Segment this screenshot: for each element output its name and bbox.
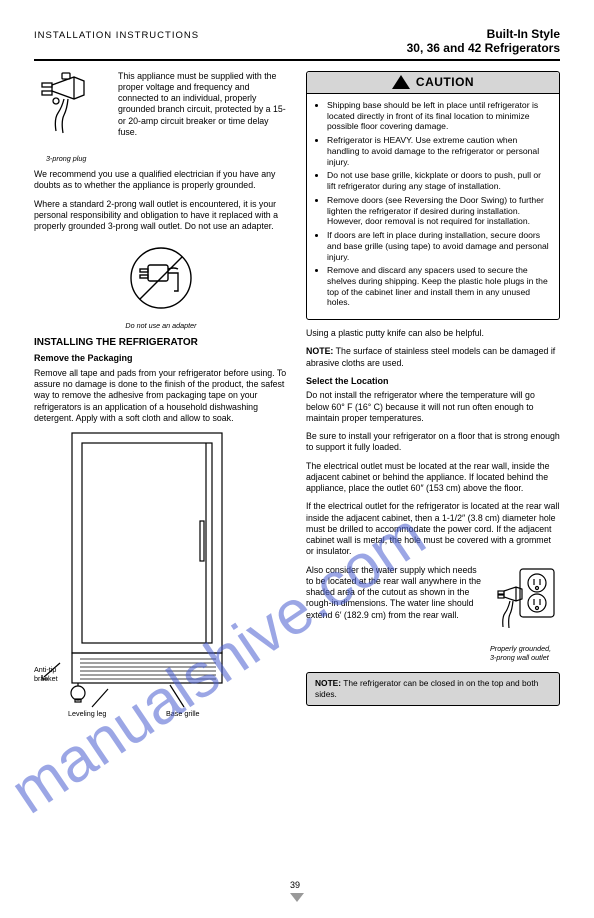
plug-caption: 3-prong plug [46, 154, 288, 163]
remove-packaging-heading: Remove the Packaging [34, 353, 288, 365]
content-columns: This appliance must be supplied with the… [34, 71, 560, 725]
header-rule [34, 59, 560, 61]
manual-page: INSTALLATION INSTRUCTIONS Built-In Style… [0, 0, 594, 918]
anti-tip-label: Anti-tip bracket [34, 665, 58, 683]
note-text: The refrigerator can be closed in on the… [315, 678, 538, 699]
note-label: NOTE: [306, 346, 333, 356]
base-grille-label: Base grille [166, 709, 200, 718]
plug-paragraph: This appliance must be supplied with the… [118, 71, 288, 152]
select-location-heading: Select the Location [306, 376, 560, 388]
header-left: INSTALLATION INSTRUCTIONS [34, 30, 199, 41]
stainless-note-text: The surface of stainless steel models ca… [306, 346, 555, 367]
outlet-row: Also consider the water supply which nee… [306, 565, 560, 663]
no-adapter-caption: Do not use an adapter [34, 321, 288, 330]
outlet-text-block: Also consider the water supply which nee… [306, 565, 482, 628]
stainless-note-paragraph: NOTE: The surface of stainless steel mod… [306, 346, 560, 369]
location-paragraph-2: Be sure to install your refrigerator on … [306, 431, 560, 454]
left-column: This appliance must be supplied with the… [34, 71, 288, 725]
electrician-paragraph: We recommend you use a qualified electri… [34, 169, 288, 192]
page-header: INSTALLATION INSTRUCTIONS Built-In Style… [34, 28, 560, 56]
header-right: Built-In Style 30, 36 and 42 Refrigerato… [407, 28, 560, 56]
caution-word: CAUTION [416, 75, 474, 90]
note-box: NOTE: The refrigerator can be closed in … [306, 672, 560, 706]
warning-triangle-icon [392, 75, 410, 89]
wall-outlet-illustration: Properly grounded, 3-prong wall outlet [490, 565, 560, 663]
grounded-plug-illustration [34, 71, 110, 152]
caution-list: Shipping base should be left in place un… [315, 100, 551, 308]
location-paragraph-3: The electrical outlet must be located at… [306, 461, 560, 495]
caution-item: Remove and discard any spacers used to s… [327, 265, 551, 308]
page-number: 39 [290, 880, 300, 890]
page-arrow-icon [290, 893, 304, 902]
install-heading: INSTALLING THE REFRIGERATOR [34, 337, 288, 350]
caution-header: CAUTION [307, 72, 559, 94]
location-paragraph-1: Do not install the refrigerator where th… [306, 390, 560, 424]
note-label: NOTE: [315, 678, 341, 688]
outlet-replace-paragraph: Where a standard 2-prong wall outlet is … [34, 199, 288, 233]
right-column: CAUTION Shipping base should be left in … [306, 71, 560, 725]
header-model-line2: 30, 36 and 42 Refrigerators [407, 42, 560, 56]
no-adapter-illustration [34, 239, 288, 317]
page-footer: 39 [290, 880, 304, 902]
water-supply-paragraph: Also consider the water supply which nee… [306, 565, 482, 621]
caution-box: CAUTION Shipping base should be left in … [306, 71, 560, 321]
outlet-caption: Properly grounded, 3-prong wall outlet [490, 644, 560, 662]
caution-item: If doors are left in place during instal… [327, 230, 551, 262]
plug-row: This appliance must be supplied with the… [34, 71, 288, 152]
putty-knife-paragraph: Using a plastic putty knife can also be … [306, 328, 560, 339]
location-paragraph-4: If the electrical outlet for the refrige… [306, 501, 560, 557]
leveling-leg-label: Leveling leg [68, 709, 106, 718]
header-model-line1: Built-In Style [407, 28, 560, 42]
caution-body: Shipping base should be left in place un… [307, 94, 559, 319]
remove-packaging-paragraph: Remove all tape and pads from your refri… [34, 368, 288, 424]
caution-item: Shipping base should be left in place un… [327, 100, 551, 132]
caution-item: Refrigerator is HEAVY. Use extreme cauti… [327, 135, 551, 167]
caution-item: Remove doors (see Reversing the Door Swi… [327, 195, 551, 227]
fridge-illustration: Anti-tip bracket Leveling leg Base grill… [34, 431, 288, 724]
caution-item: Do not use base grille, kickplate or doo… [327, 170, 551, 191]
